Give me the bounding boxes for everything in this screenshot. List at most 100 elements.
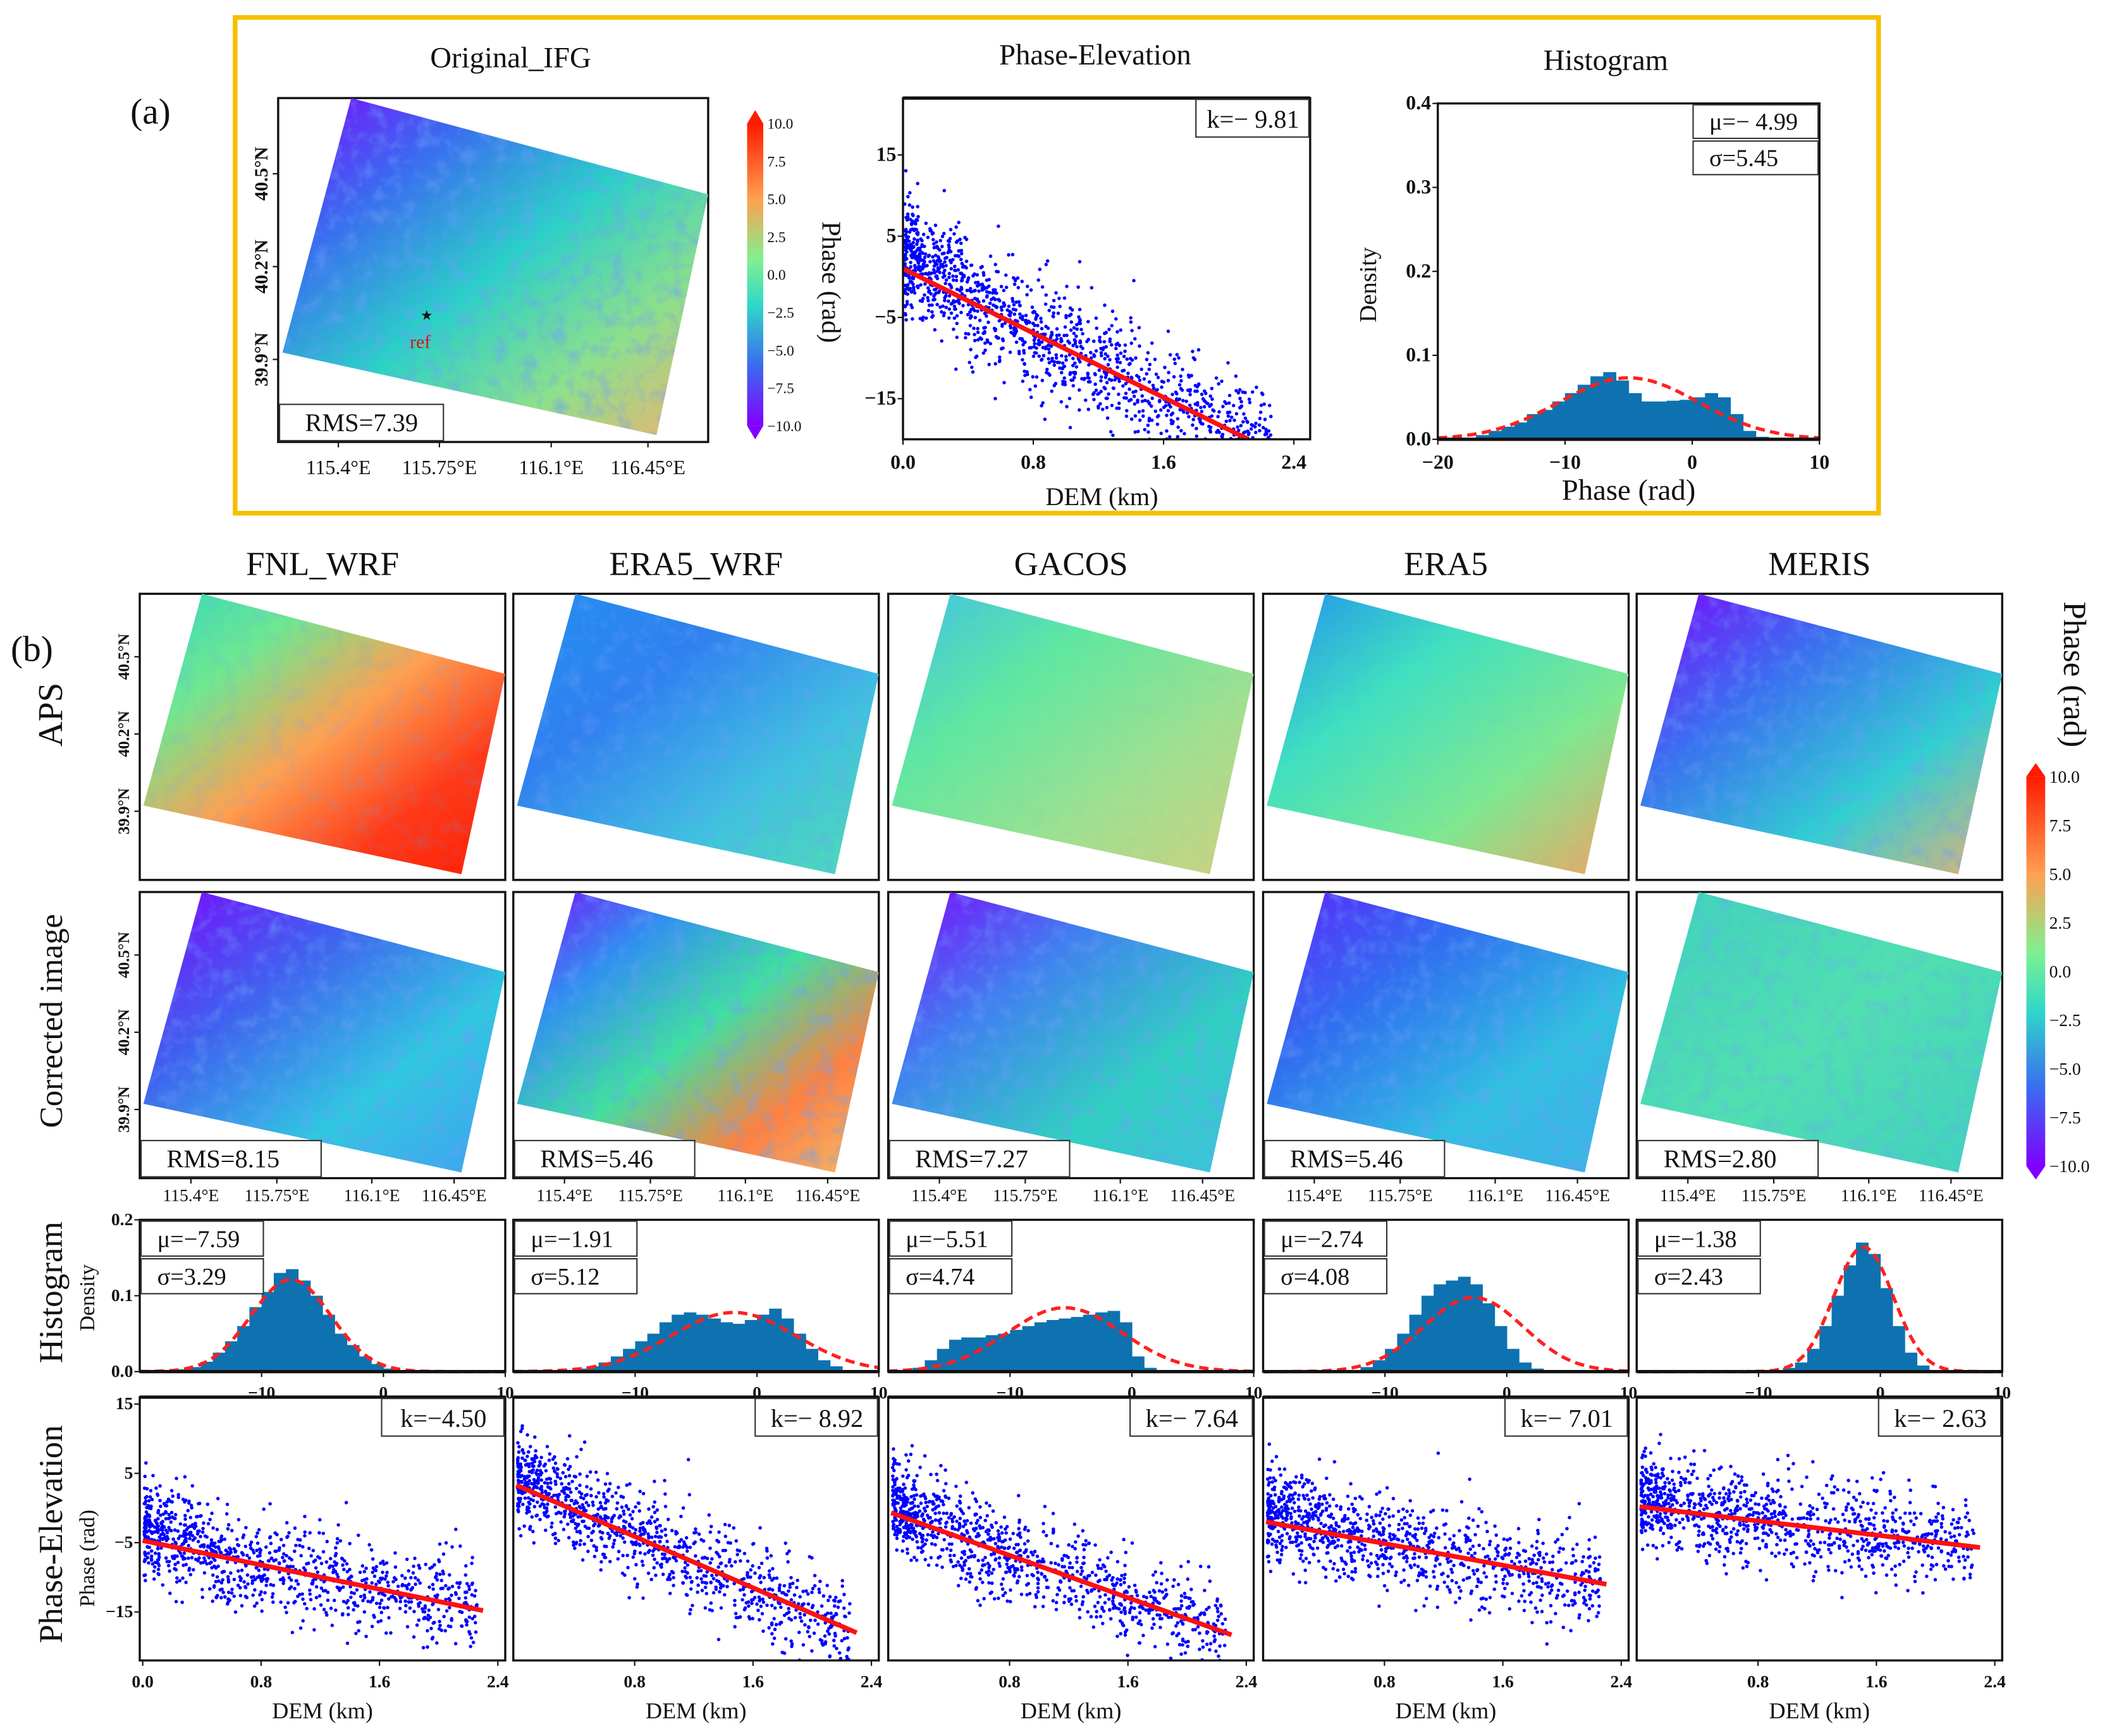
scatter-point [747,1615,751,1619]
scatter-point [244,1526,248,1530]
scatter-point [585,1485,589,1489]
scatter-point [285,1611,288,1615]
scatter-point [914,1511,918,1515]
scatter-point [564,1475,568,1479]
scatter-point [544,1529,548,1532]
scatter-point [219,1550,223,1554]
x-tick-label: −10 [1371,1383,1398,1402]
scatter-point [1167,379,1170,382]
scatter-point [906,246,909,250]
scatter-point [606,1516,610,1520]
scatter-point [942,1538,946,1542]
scatter-point [638,1489,642,1493]
scatter-point [394,1565,398,1569]
scatter-point [175,1477,178,1481]
scatter-point [1112,1602,1115,1606]
scatter-point [983,341,987,345]
scatter-point [517,1502,520,1506]
scatter-point [999,1525,1003,1529]
scatter-point [949,228,953,231]
scatter-point [1141,414,1145,418]
scatter-point [968,1580,972,1584]
scatter-point [1164,1588,1168,1592]
scatter-point [730,1564,734,1568]
scatter-point [1070,1603,1074,1606]
scatter-point [1184,1641,1188,1644]
scatter-point [1156,422,1160,426]
scatter-point [694,1554,697,1558]
scatter-point [1016,1581,1019,1585]
scatter-point [837,1663,840,1667]
scatter-point [1003,303,1007,307]
scatter-point [1044,345,1048,349]
scatter-point [448,1606,452,1610]
scatter-point [787,1607,790,1611]
scatter-point [973,272,976,276]
lat-tick-label: 40.5°N [114,633,133,680]
scatter-point [733,1625,737,1629]
scatter-point [1213,1640,1217,1644]
scatter-point [962,1525,966,1529]
scatter-point [1122,1580,1126,1584]
scatter-point [976,331,980,334]
scatter-point [1105,1575,1109,1579]
scatter-point [255,1531,259,1535]
scatter-point [286,1601,290,1605]
scatter-point [1549,1604,1553,1608]
scatter-point [1169,353,1172,357]
histogram-bar [1552,401,1566,439]
scatter-point [257,1528,261,1532]
scatter-point [638,1544,642,1548]
scatter-point [656,1518,660,1522]
scatter-point [1150,1627,1154,1630]
dem-label-gacos: DEM (km) [1021,1698,1121,1723]
scatter-point [386,1606,390,1610]
scatter-point [1127,441,1131,444]
scatter-point [227,1591,231,1594]
scatter-point [1042,1595,1046,1599]
scatter-point [1074,342,1078,346]
scatter-point [953,316,957,320]
scatter-point [1146,424,1150,427]
scatter-point [425,1617,429,1620]
mu-label: μ=−7.59 [157,1226,240,1252]
scatter-point [1201,1639,1205,1643]
scatter-point [1141,400,1145,403]
scatter-point [579,1506,582,1510]
scatter-point [1046,259,1050,263]
scatter-point [364,1567,368,1570]
scatter-point [627,1596,631,1600]
scatter-point [1126,1654,1129,1658]
scatter-point [246,1574,250,1577]
scatter-point [1042,1530,1046,1534]
scatter-point [833,1605,837,1608]
scatter-point [255,1575,259,1579]
scatter-point [1267,1481,1271,1484]
scatter-point [517,1445,521,1449]
y-tick-label: 0.3 [1406,176,1431,198]
scatter-point [909,1453,913,1457]
scatter-point [1241,455,1245,459]
scatter-point [1124,1551,1128,1555]
scatter-point [983,1556,987,1560]
scatter-point [216,1528,219,1532]
scatter-point [1170,422,1174,425]
scatter-point [842,1606,846,1610]
scatter-point [992,303,995,307]
scatter-point [424,1563,427,1567]
scatter-point [1091,393,1095,396]
scatter-point [579,1539,582,1543]
scatter-point [1133,394,1136,398]
scatter-point [994,1542,998,1546]
scatter-point [379,1619,383,1623]
scatter-point [253,1605,257,1608]
scatter-point [1297,1493,1301,1497]
scatter-point [1110,343,1114,347]
histogram-bar [1132,1357,1145,1372]
scatter-point [189,1573,193,1577]
scatter-point [1103,357,1107,361]
scatter-point [527,1501,531,1505]
scatter-point [953,269,957,272]
scatter-point [1045,368,1049,372]
scatter-point [531,1464,535,1468]
